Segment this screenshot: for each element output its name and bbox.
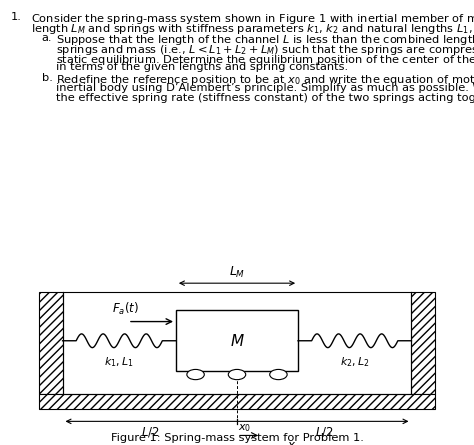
Text: the effective spring rate (stiffness constant) of the two springs acting togethe: the effective spring rate (stiffness con…: [56, 93, 474, 102]
Text: $k_1, L_1$: $k_1, L_1$: [104, 355, 134, 368]
Text: static equilibrium. Determine the equilibrium position of the center of the mass: static equilibrium. Determine the equili…: [56, 53, 474, 66]
Text: Figure 1: Spring-mass system for Problem 1.: Figure 1: Spring-mass system for Problem…: [110, 433, 364, 443]
Text: $L/2$: $L/2$: [140, 425, 159, 439]
Bar: [38, 394, 436, 409]
Text: $M$: $M$: [229, 333, 245, 349]
Text: Redefine the reference position to be at $x_0$ and write the equation of motion : Redefine the reference position to be at…: [56, 73, 474, 87]
Bar: [411, 292, 436, 394]
Text: length $L_M$ and springs with stiffness parameters $k_1$, $k_2$ and natural leng: length $L_M$ and springs with stiffness …: [31, 22, 474, 36]
Bar: [38, 292, 63, 394]
Text: a.: a.: [42, 33, 52, 43]
Text: b.: b.: [42, 73, 53, 83]
Text: Consider the spring-mass system shown in Figure 1 with inertial member of mass $: Consider the spring-mass system shown in…: [31, 12, 474, 26]
Text: $L/2$: $L/2$: [315, 425, 334, 439]
Bar: [176, 310, 298, 372]
Text: $L_M$: $L_M$: [229, 265, 245, 280]
Text: $F_a(t)$: $F_a(t)$: [112, 301, 139, 317]
Circle shape: [187, 369, 204, 380]
Text: in terms of the given lengths and spring constants.: in terms of the given lengths and spring…: [56, 62, 348, 72]
Text: springs and mass (i.e., $L < L_1 + L_2 + L_M$) such that the springs are compres: springs and mass (i.e., $L < L_1 + L_2 +…: [56, 43, 474, 57]
Circle shape: [270, 369, 287, 380]
Text: $x_0$: $x_0$: [238, 422, 251, 434]
Text: $k_2, L_2$: $k_2, L_2$: [340, 355, 370, 368]
Text: Suppose that the length of the channel $L$ is less than the combined lengths of : Suppose that the length of the channel $…: [56, 33, 474, 47]
Text: 1.: 1.: [10, 12, 21, 22]
Circle shape: [228, 369, 246, 380]
Text: inertial body using D’Alembert’s principle. Simplify as much as possible. What i: inertial body using D’Alembert’s princip…: [56, 83, 474, 93]
Text: $x$: $x$: [287, 439, 297, 445]
